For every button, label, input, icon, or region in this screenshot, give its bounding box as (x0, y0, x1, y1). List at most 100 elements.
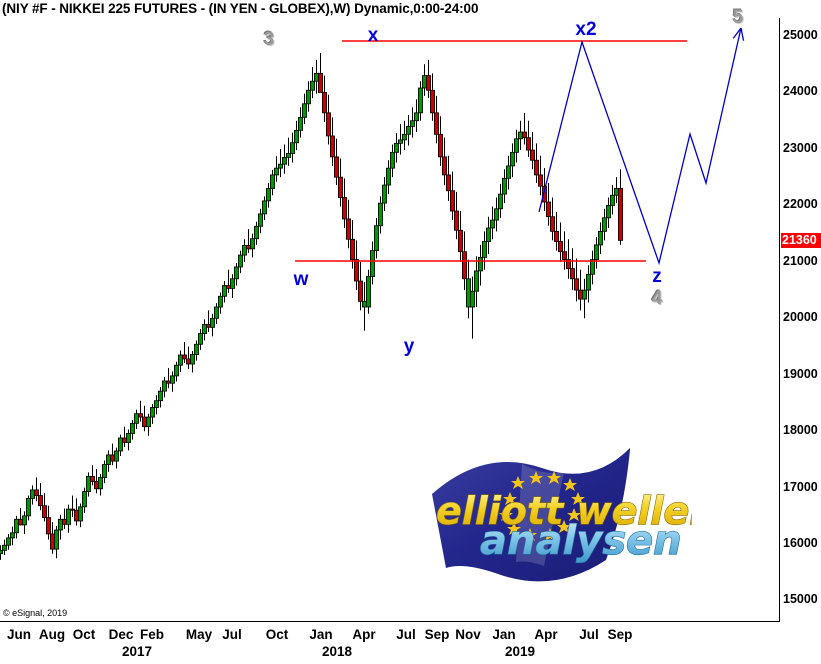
candle-body (21, 515, 27, 526)
y-axis[interactable]: 25000 24000 23000 22000 21000 20000 19000 18000… (781, 18, 821, 622)
candle-body (317, 72, 323, 93)
candle-body (618, 188, 624, 241)
candle-body (401, 133, 407, 141)
x-axis-tick: Apr (534, 627, 558, 642)
x-axis-tick: Jul (579, 627, 599, 642)
candle-body (550, 216, 556, 232)
candle-body (13, 518, 19, 534)
x-axis-tick: Sep (607, 627, 633, 642)
candle-body (137, 413, 143, 418)
candle-body (357, 280, 363, 302)
wave-label-x: x (367, 25, 379, 46)
candle-body (229, 278, 235, 289)
candle-body (461, 251, 467, 280)
candle-body (237, 254, 243, 268)
candle-body (369, 250, 375, 277)
x-axis-tick: Dec (108, 627, 134, 642)
candle-body (285, 153, 291, 158)
candle-body (249, 238, 255, 250)
candle-body (566, 259, 572, 270)
y-axis-tick: 22000 (783, 197, 818, 212)
candle-body (309, 80, 315, 91)
candle-body (534, 159, 540, 176)
candle-body (497, 193, 503, 210)
candle-body (193, 343, 199, 355)
wave-label-z: z (652, 266, 662, 287)
candle-body (586, 273, 592, 291)
y-axis-tick: 20000 (783, 310, 818, 325)
candle-body (161, 380, 167, 392)
candle-body (293, 129, 299, 144)
candle-body (209, 317, 215, 328)
candle-body (353, 259, 359, 282)
wave-label-y: y (403, 336, 415, 357)
x-axis-tick: Oct (265, 627, 289, 642)
candle-body (433, 112, 439, 135)
candle-body (0, 549, 3, 555)
x-axis-tick: Apr (352, 627, 376, 642)
candle-body (457, 229, 463, 253)
candle-body (157, 390, 163, 402)
candle-body (181, 354, 187, 360)
candle-body (129, 422, 135, 434)
chart-plot-area[interactable]: elliott wellen analysen (0, 18, 780, 622)
candle-body (554, 230, 560, 242)
x-axis-tick: Nov (455, 627, 481, 642)
candle-body (562, 251, 568, 260)
candle-body (241, 245, 247, 256)
candle-body (269, 174, 275, 189)
candle-body (233, 266, 239, 280)
x-axis-tick: Jun (6, 627, 32, 642)
candle-body (397, 139, 403, 144)
candle-body (197, 333, 203, 345)
x-axis[interactable]: Jun Aug Oct Dec Feb May Jul Oct Jan Apr Jul Sep Nov J… (0, 623, 780, 664)
y-axis-tick: 21000 (783, 253, 818, 268)
y-axis-tick: 16000 (783, 535, 818, 550)
candle-body (538, 174, 544, 187)
candle-body (70, 508, 76, 511)
copyright-notice: © eSignal, 2019 (3, 608, 68, 618)
candle-body (570, 268, 576, 280)
candle-body (66, 508, 72, 525)
candle-body (261, 200, 267, 215)
x-axis-tick: Jan (309, 627, 333, 642)
projection-arrowhead (732, 27, 742, 39)
candle-body (473, 270, 479, 292)
candle-body (501, 177, 507, 195)
candle-body (173, 364, 179, 377)
candle-body (126, 433, 132, 443)
candle-body (405, 125, 411, 135)
candle-body (558, 241, 564, 253)
x-axis-tick: May (185, 627, 213, 642)
candle-body (25, 497, 31, 517)
candle-body (221, 285, 227, 297)
annotation-overlay (295, 27, 745, 266)
candlestick-series (0, 52, 624, 560)
candle-body (118, 437, 124, 452)
y-axis-tick: 25000 (783, 27, 818, 42)
x-axis-year-label: 2019 (504, 644, 536, 659)
candle-body (42, 505, 48, 518)
chart-title: (NIY #F - NIKKEI 225 FUTURES - (IN YEN -… (2, 1, 479, 16)
candle-body (393, 142, 399, 153)
projection-path (538, 27, 742, 266)
candle-body (213, 306, 219, 319)
candle-body (505, 165, 511, 179)
wave-label-3: 3 (263, 29, 275, 50)
candle-body (493, 208, 499, 221)
x-axis-tick: Jul (396, 627, 416, 642)
candle-body (257, 213, 263, 227)
candle-body (281, 157, 287, 165)
candle-body (305, 89, 311, 105)
candle-body (102, 464, 108, 478)
candle-body (385, 167, 391, 186)
candle-body (98, 477, 104, 490)
candle-body (409, 120, 415, 127)
candle-body (477, 256, 483, 272)
x-axis-year-label: 2018 (321, 644, 353, 659)
candle-body (38, 495, 44, 507)
candle-body (365, 276, 371, 308)
candle-body (337, 176, 343, 198)
candle-body (542, 185, 548, 203)
candle-body (417, 87, 423, 114)
